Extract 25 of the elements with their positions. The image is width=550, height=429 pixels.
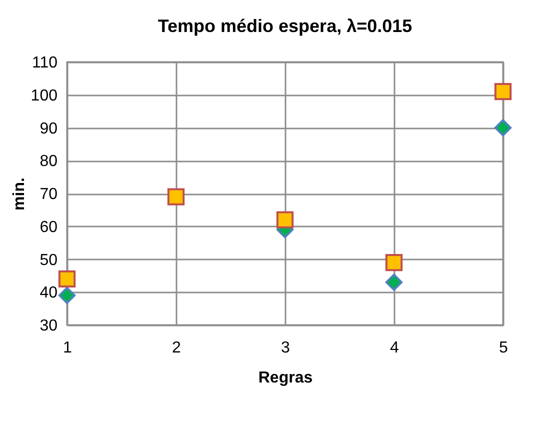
chart-title: Tempo médio espera, λ=0.015 xyxy=(158,16,412,36)
point xyxy=(494,83,512,100)
x-tick-label: 3 xyxy=(281,340,290,356)
y-tick-label: 40 xyxy=(40,284,58,302)
point xyxy=(276,211,294,228)
x-axis-title: Regras xyxy=(258,370,313,386)
y-tick-label: 90 xyxy=(40,120,58,138)
x-tick-label: 1 xyxy=(63,340,72,356)
y-tick-label: 100 xyxy=(30,87,58,104)
point xyxy=(385,274,403,291)
y-tick-label: 50 xyxy=(40,252,58,269)
y-tick-label: 110 xyxy=(32,54,58,72)
x-tick-label: 4 xyxy=(390,340,400,356)
point xyxy=(58,286,76,304)
x-tick-label: 2 xyxy=(172,340,182,356)
y-axis-title: min. xyxy=(10,178,28,210)
y-tick-label: 30 xyxy=(40,318,58,334)
point xyxy=(494,119,512,136)
x-tick-label: 5 xyxy=(499,340,508,356)
point xyxy=(167,188,185,206)
y-tick-label: 60 xyxy=(40,218,58,236)
y-tick-label: 80 xyxy=(40,153,58,170)
y-tick-label: 70 xyxy=(40,186,58,203)
point xyxy=(385,254,403,272)
point xyxy=(58,270,76,288)
